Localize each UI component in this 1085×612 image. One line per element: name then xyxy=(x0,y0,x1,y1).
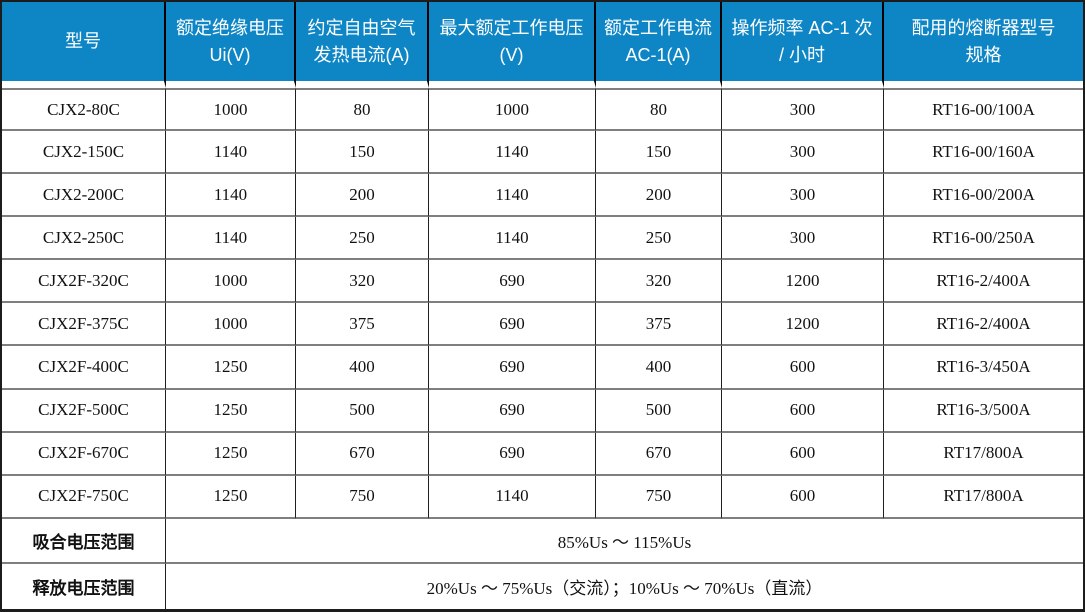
value-cell: 690 xyxy=(429,389,596,433)
value-cell: 1140 xyxy=(429,131,596,175)
header-cell-model: 型号 xyxy=(2,2,166,88)
header-cell-op-frequency: 操作频率 AC-1 次 / 小时 xyxy=(722,2,884,88)
value-cell: 500 xyxy=(296,389,429,433)
value-cell: RT16-2/400A xyxy=(884,260,1083,304)
value-cell: 400 xyxy=(296,346,429,390)
value-cell: 1140 xyxy=(166,131,296,175)
value-cell: 80 xyxy=(596,88,722,132)
table-row: CJX2F-500C 1250 500 690 500 600 RT16-3/500A xyxy=(2,389,1083,433)
value-cell: 320 xyxy=(596,260,722,304)
model-cell: CJX2F-400C xyxy=(2,346,166,390)
value-cell: 600 xyxy=(722,346,884,390)
value-cell: 375 xyxy=(296,303,429,347)
value-cell: 1250 xyxy=(166,475,296,519)
value-cell: 750 xyxy=(296,475,429,519)
value-cell: 600 xyxy=(722,475,884,519)
value-cell: RT17/800A xyxy=(884,476,1083,519)
value-cell: RT16-3/500A xyxy=(884,390,1083,433)
value-cell: 300 xyxy=(722,217,884,261)
value-cell: 300 xyxy=(722,174,884,218)
value-cell: 1000 xyxy=(166,260,296,304)
value-cell: 150 xyxy=(596,131,722,175)
value-cell: 1140 xyxy=(166,174,296,218)
value-cell: 1250 xyxy=(166,389,296,433)
value-cell: 400 xyxy=(596,346,722,390)
value-cell: 1140 xyxy=(429,174,596,218)
model-cell: CJX2F-500C xyxy=(2,389,166,433)
value-cell: 500 xyxy=(596,389,722,433)
value-cell: 375 xyxy=(596,303,722,347)
value-cell: 320 xyxy=(296,260,429,304)
footer-row: 吸合电压范围 85%Us ～ 115%Us xyxy=(2,518,1083,564)
value-cell: 1000 xyxy=(166,303,296,347)
value-cell: 1000 xyxy=(429,88,596,132)
value-cell: RT16-00/250A xyxy=(884,217,1083,261)
value-cell: 1250 xyxy=(166,432,296,476)
table-footer: 吸合电压范围 85%Us ～ 115%Us 释放电压范围 20%Us ～ 75%Us（… xyxy=(2,518,1083,609)
model-cell: CJX2F-750C xyxy=(2,475,166,519)
value-cell: 690 xyxy=(429,260,596,304)
footer-label-cell: 吸合电压范围 xyxy=(2,518,166,564)
value-cell: 690 xyxy=(429,346,596,390)
value-cell: 750 xyxy=(596,475,722,519)
value-cell: RT17/800A xyxy=(884,433,1083,476)
value-cell: 600 xyxy=(722,432,884,476)
model-cell: CJX2F-320C xyxy=(2,260,166,304)
header-cell-fuse-spec: 配用的熔断器型号规格 xyxy=(884,2,1083,88)
model-cell: CJX2-150C xyxy=(2,131,166,175)
model-cell: CJX2-80C xyxy=(2,88,166,132)
footer-value-cell: 85%Us ～ 115%Us xyxy=(166,519,1083,564)
value-cell: RT16-2/400A xyxy=(884,303,1083,347)
model-cell: CJX2-200C xyxy=(2,174,166,218)
header-cell-max-voltage: 最大额定工作电压(V) xyxy=(429,2,596,88)
table-row: CJX2F-375C 1000 375 690 375 1200 RT16-2/400A xyxy=(2,303,1083,347)
value-cell: 1250 xyxy=(166,346,296,390)
model-cell: CJX2-250C xyxy=(2,217,166,261)
value-cell: 670 xyxy=(296,432,429,476)
value-cell: 1140 xyxy=(429,475,596,519)
footer-label-cell: 释放电压范围 xyxy=(2,563,166,609)
table-row: CJX2-150C 1140 150 1140 150 300 RT16-00/160A xyxy=(2,131,1083,175)
value-cell: 1140 xyxy=(166,217,296,261)
header-row: 型号 额定绝缘电压 Ui(V) 约定自由空气发热电流(A) 最大额定工作电压(V… xyxy=(2,2,1083,88)
table-body: CJX2-80C 1000 80 1000 80 300 RT16-00/100A CJX2-… xyxy=(2,88,1083,519)
value-cell: RT16-00/160A xyxy=(884,131,1083,175)
value-cell: 250 xyxy=(596,217,722,261)
table-row: CJX2F-320C 1000 320 690 320 1200 RT16-2/400A xyxy=(2,260,1083,304)
table-row: CJX2-200C 1140 200 1140 200 300 RT16-00/200A xyxy=(2,174,1083,218)
footer-value-cell: 20%Us ～ 75%Us（交流）；10%Us ～ 70%Us（直流） xyxy=(426,578,823,598)
table-row: CJX2-250C 1140 250 1140 250 300 RT16-00/250A xyxy=(2,217,1083,261)
value-cell: 150 xyxy=(296,131,429,175)
value-cell: 690 xyxy=(429,303,596,347)
table-row: CJX2F-400C 1250 400 690 400 600 RT16-3/450A xyxy=(2,346,1083,390)
table-row: CJX2F-750C 1250 750 1140 750 600 RT17/800A xyxy=(2,475,1083,519)
model-cell: CJX2F-375C xyxy=(2,303,166,347)
value-cell: 200 xyxy=(296,174,429,218)
value-cell: 300 xyxy=(722,131,884,175)
value-cell: 670 xyxy=(596,432,722,476)
value-cell: 600 xyxy=(722,389,884,433)
value-cell: RT16-00/200A xyxy=(884,174,1083,218)
value-cell: 1200 xyxy=(722,260,884,304)
header-cell-thermal-current: 约定自由空气发热电流(A) xyxy=(296,2,429,88)
value-cell: 300 xyxy=(722,88,884,132)
value-cell: 250 xyxy=(296,217,429,261)
value-cell: 80 xyxy=(296,88,429,132)
table-row: CJX2F-670C 1250 670 690 670 600 RT17/800A xyxy=(2,432,1083,476)
table-row: CJX2-80C 1000 80 1000 80 300 RT16-00/100A xyxy=(2,88,1083,132)
value-cell: 1140 xyxy=(429,217,596,261)
model-cell: CJX2F-670C xyxy=(2,432,166,476)
value-cell: 690 xyxy=(429,432,596,476)
table-header: 型号 额定绝缘电压 Ui(V) 约定自由空气发热电流(A) 最大额定工作电压(V… xyxy=(2,2,1083,88)
value-cell: 200 xyxy=(596,174,722,218)
value-cell: 1200 xyxy=(722,303,884,347)
header-cell-rated-current: 额定工作电流 AC-1(A) xyxy=(596,2,722,88)
value-cell: RT16-3/450A xyxy=(884,346,1083,390)
value-cell: RT16-00/100A xyxy=(884,88,1083,132)
footer-row: 释放电压范围 20%Us ～ 75%Us（交流）；10%Us ～ 70%Us（直流… xyxy=(2,563,1083,609)
header-cell-insulation-voltage: 额定绝缘电压 Ui(V) xyxy=(166,2,296,88)
value-cell: 1000 xyxy=(166,88,296,132)
